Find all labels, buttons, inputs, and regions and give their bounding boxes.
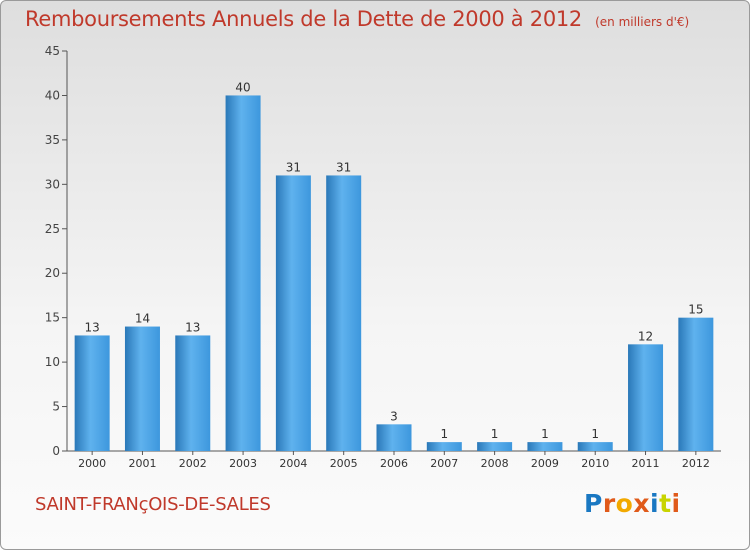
x-tick-label: 2003: [229, 457, 257, 470]
data-label: 40: [235, 80, 250, 94]
data-label: 1: [591, 427, 599, 441]
y-tick-label: 20: [45, 266, 60, 280]
x-tick-label: 2004: [279, 457, 307, 470]
logo-letter: o: [615, 489, 634, 518]
bar-2006: [376, 424, 412, 451]
logo-letter: i: [671, 489, 681, 518]
y-tick-label: 15: [45, 311, 60, 325]
data-label: 31: [286, 160, 301, 174]
x-tick-label: 2005: [330, 457, 358, 470]
x-tick-label: 2001: [128, 457, 156, 470]
bar-2010: [577, 442, 613, 451]
bar-2012: [678, 317, 714, 451]
proxiti-logo[interactable]: Proxiti: [584, 489, 681, 518]
data-label: 1: [491, 427, 499, 441]
y-tick-label: 10: [45, 355, 60, 369]
bar-2000: [74, 335, 110, 451]
y-tick-label: 0: [52, 444, 60, 458]
x-tick-label: 2008: [481, 457, 509, 470]
y-tick-label: 5: [52, 400, 60, 414]
x-tick-label: 2012: [682, 457, 710, 470]
title-row: Remboursements Annuels de la Dette de 20…: [25, 7, 689, 31]
data-label: 31: [336, 160, 351, 174]
data-label: 15: [688, 303, 703, 317]
bar-2003: [225, 95, 261, 451]
data-label: 14: [135, 312, 150, 326]
logo-letter: P: [584, 489, 603, 518]
y-tick-label: 40: [45, 88, 60, 102]
bar-2009: [527, 442, 563, 451]
y-tick-label: 25: [45, 222, 60, 236]
chart-subtitle: (en milliers d'€): [595, 15, 690, 29]
bar-2001: [124, 326, 160, 451]
bar-2005: [326, 175, 362, 451]
data-label: 1: [440, 427, 448, 441]
data-label: 1: [541, 427, 549, 441]
bar-2004: [275, 175, 311, 451]
bar-2008: [477, 442, 513, 451]
bar-2011: [628, 344, 664, 451]
x-tick-label: 2010: [581, 457, 609, 470]
chart-title: Remboursements Annuels de la Dette de 20…: [25, 7, 582, 31]
logo-letter: t: [659, 489, 672, 518]
x-tick-label: 2006: [380, 457, 408, 470]
y-tick-label: 30: [45, 177, 60, 191]
x-tick-label: 2009: [531, 457, 559, 470]
data-label: 13: [185, 320, 200, 334]
data-label: 12: [638, 329, 653, 343]
logo-letter: i: [650, 489, 660, 518]
bar-2002: [175, 335, 211, 451]
bar-2007: [426, 442, 462, 451]
logo-letter: r: [602, 489, 616, 518]
x-tick-label: 2011: [632, 457, 660, 470]
y-tick-label: 35: [45, 133, 60, 147]
x-tick-label: 2000: [78, 457, 106, 470]
y-tick-label: 45: [45, 44, 60, 58]
commune-name: SAINT-FRANçOIS-DE-SALES: [35, 494, 271, 515]
data-label: 3: [390, 409, 398, 423]
data-label: 13: [85, 320, 100, 334]
x-tick-label: 2002: [179, 457, 207, 470]
logo-letter: x: [633, 489, 650, 518]
x-tick-label: 2007: [430, 457, 458, 470]
